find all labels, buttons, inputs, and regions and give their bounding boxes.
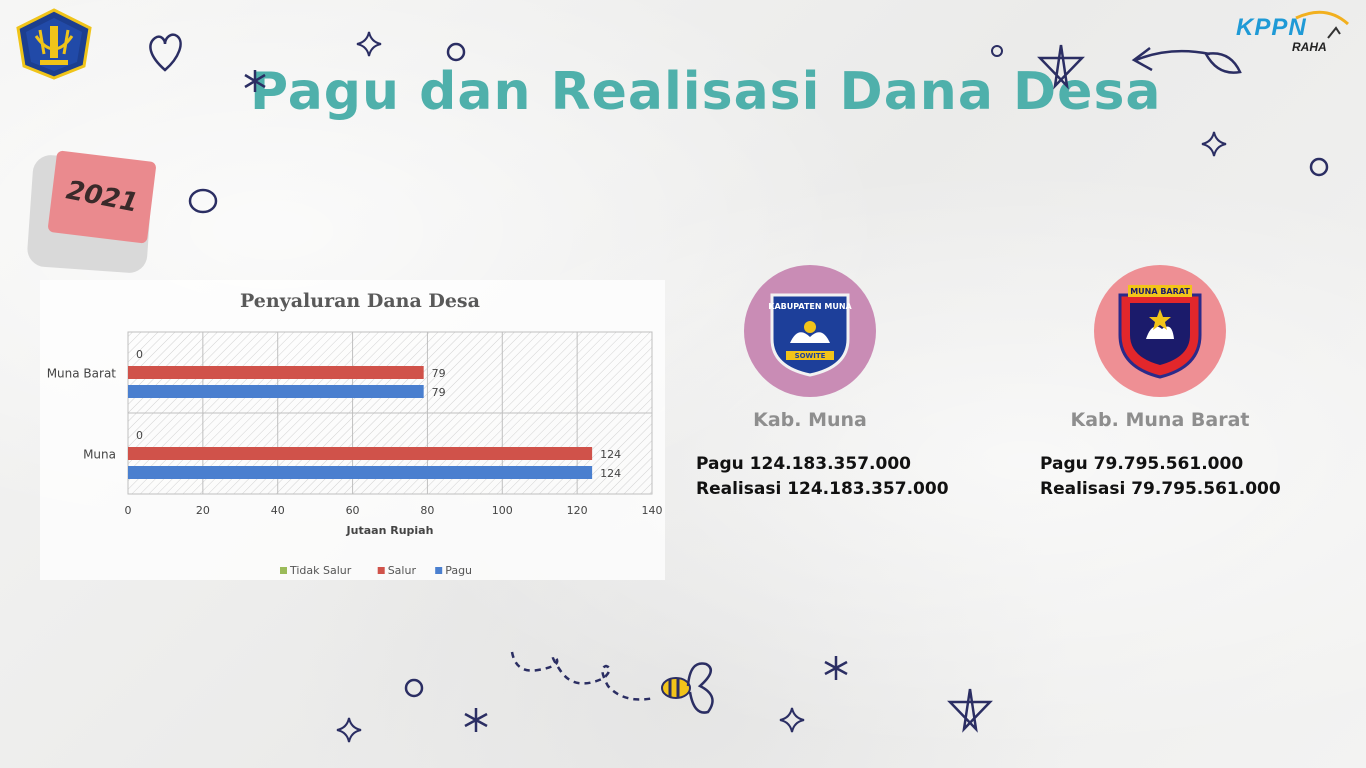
penyaluran-chart: Penyaluran Dana Desa 0 20 40 60 80 100 120 140 Ju… [47, 290, 663, 577]
circle-doodle-icon [1309, 157, 1329, 177]
legend-swatch [280, 567, 287, 574]
bar-data-label: 124 [600, 448, 621, 461]
kppn-logo-subtext: RAHA [1292, 40, 1327, 54]
year-badge-card: 2021 [47, 150, 157, 244]
bar [128, 366, 424, 379]
bar-data-label: 0 [136, 429, 143, 442]
muna-shield-icon: KABUPATEN MUNA SOWITE [768, 293, 853, 377]
kppn-logo-text: KPPN [1236, 14, 1307, 41]
star-doodle-icon [947, 688, 993, 733]
x-tick-label: 60 [346, 504, 360, 517]
sparkle-doodle-icon [779, 707, 805, 733]
kppn-logo: KPPN RAHA [1236, 8, 1356, 60]
asterisk-doodle-icon [824, 656, 848, 680]
bar-data-label: 124 [600, 467, 621, 480]
chart-panel: Penyaluran Dana Desa 0 20 40 60 80 100 120 140 Ju… [40, 280, 665, 580]
bar-data-label: 0 [136, 348, 143, 361]
muna-barat-realisasi: Realisasi 79.795.561.000 [1040, 479, 1281, 499]
muna-emblem-motto: SOWITE [795, 352, 826, 360]
dashed-trail-doodle [510, 651, 655, 701]
sparkle-doodle-icon [356, 31, 382, 57]
bar-data-label: 79 [432, 386, 446, 399]
heart-doodle-icon [149, 33, 182, 72]
asterisk-doodle-icon [244, 70, 266, 92]
arrow-doodle-icon [1131, 47, 1242, 74]
circle-doodle-icon [446, 42, 466, 62]
year-badge: 2021 [26, 150, 165, 280]
muna-emblem: KABUPATEN MUNA SOWITE [744, 265, 876, 397]
legend-label: Tidak Salur [289, 564, 352, 577]
year-badge-text: 2021 [63, 175, 141, 219]
muna-emblem-title: KABUPATEN MUNA [768, 302, 852, 311]
legend-swatch [377, 567, 385, 574]
sparkle-doodle-icon [336, 717, 362, 743]
region-name-muna-barat: Kab. Muna Barat [1070, 409, 1250, 431]
x-tick-label: 100 [492, 504, 513, 517]
region-name-muna: Kab. Muna [753, 409, 867, 431]
kemenkeu-logo [16, 8, 92, 80]
legend-swatch [435, 567, 443, 574]
muna-barat-shield-icon: MUNA BARAT [1118, 285, 1202, 379]
x-tick-label: 20 [196, 504, 210, 517]
muna-barat-emblem: MUNA BARAT [1094, 265, 1226, 397]
muna-pagu: Pagu 124.183.357.000 [696, 454, 911, 474]
muna-realisasi: Realisasi 124.183.357.000 [696, 479, 949, 499]
asterisk-doodle-icon [464, 708, 488, 732]
bar [128, 385, 424, 398]
bee-icon [661, 662, 714, 714]
star-doodle-icon [1037, 44, 1085, 90]
x-tick-label: 40 [271, 504, 285, 517]
muna-barat-emblem-title: MUNA BARAT [1130, 287, 1190, 296]
bar [128, 466, 593, 479]
region-muna-barat: MUNA BARAT Kab. Muna Barat [1060, 265, 1260, 431]
legend-label: Pagu [445, 564, 472, 577]
region-muna: KABUPATEN MUNA SOWITE Kab. Muna [715, 265, 905, 431]
circle-doodle-icon [188, 188, 218, 214]
sparkle-doodle-icon [1201, 131, 1227, 157]
x-tick-label: 120 [567, 504, 588, 517]
y-category-label: Muna [83, 448, 116, 462]
muna-figures: Pagu 124.183.357.000 Realisasi 124.183.3… [696, 452, 949, 502]
bar-data-label: 79 [432, 367, 446, 380]
page-title: Pagu dan Realisasi Dana Desa [250, 62, 1162, 122]
muna-barat-pagu: Pagu 79.795.561.000 [1040, 454, 1244, 474]
x-tick-label: 140 [642, 504, 663, 517]
chart-title: Penyaluran Dana Desa [240, 290, 480, 312]
x-axis-label: Jutaan Rupiah [346, 524, 434, 537]
bar [128, 447, 593, 460]
y-category-label: Muna Barat [47, 367, 117, 381]
circle-doodle-icon [404, 678, 424, 698]
circle-doodle-icon [991, 45, 1003, 57]
x-tick-label: 80 [420, 504, 434, 517]
muna-barat-figures: Pagu 79.795.561.000 Realisasi 79.795.561… [1040, 452, 1281, 502]
legend-label: Salur [388, 564, 417, 577]
x-tick-label: 0 [125, 504, 132, 517]
kppn-swoosh-icon [1295, 10, 1350, 39]
